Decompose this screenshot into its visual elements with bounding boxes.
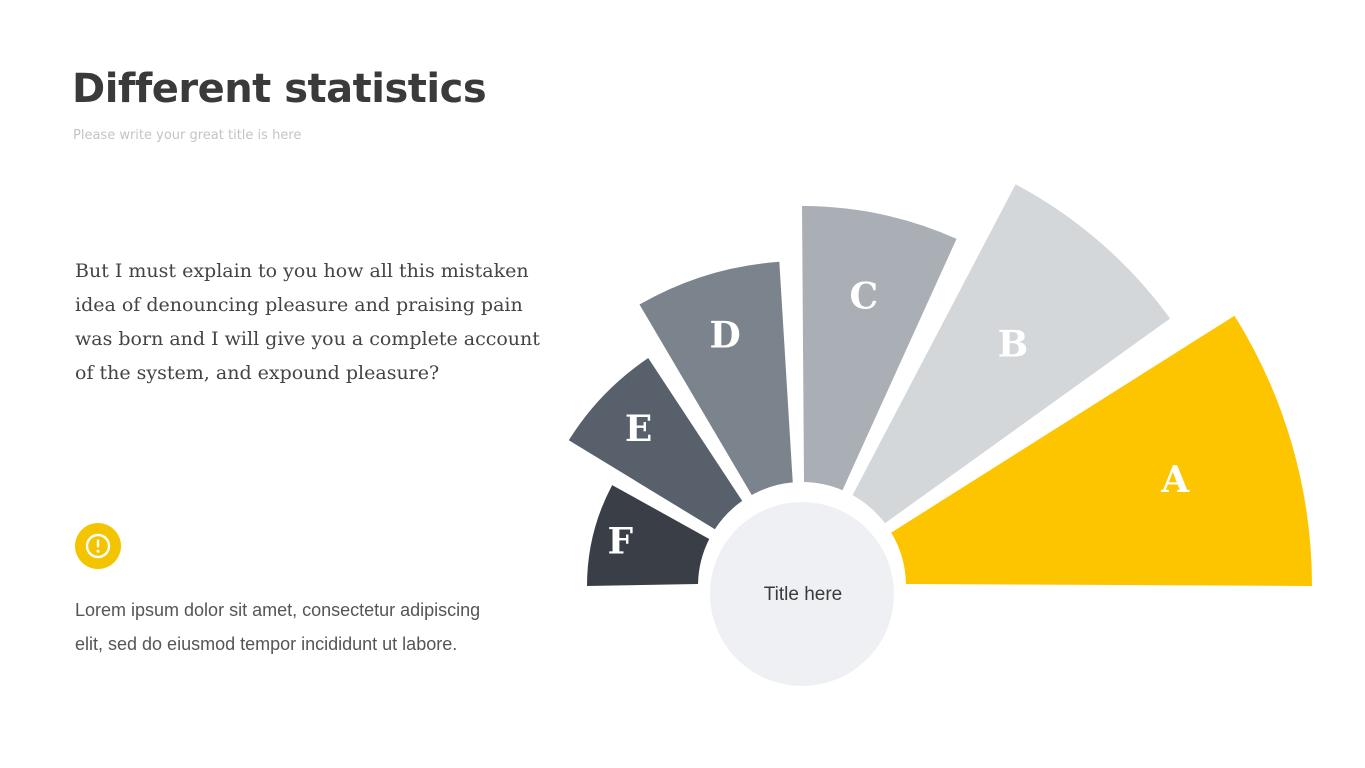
segment-b (852, 184, 1171, 524)
segment-c (802, 206, 957, 491)
segment-e-label: E (625, 408, 652, 450)
center-label: Title here (764, 584, 843, 605)
segment-d-label: D (709, 314, 740, 356)
body-paragraph: Lorem ipsum dolor sit amet, consectetur … (75, 600, 481, 654)
segment-a (891, 315, 1312, 586)
alert-badge (75, 523, 121, 569)
fan-segments: A B C D E F (568, 184, 1312, 586)
segment-b-label: B (998, 323, 1028, 365)
center-circle (710, 502, 894, 686)
exclamation-circle-icon (85, 533, 111, 559)
segment-d (639, 261, 793, 495)
segment-f-label: F (608, 521, 634, 563)
segment-e (568, 358, 743, 530)
page-title: Different statistics (72, 66, 487, 112)
segment-a-label: A (1160, 459, 1190, 501)
segment-f (587, 485, 710, 586)
page-subtitle: Please write your great title is here (73, 128, 302, 143)
intro-paragraph: But I must explain to you how all this m… (75, 260, 540, 384)
segment-c-label: C (849, 275, 878, 317)
